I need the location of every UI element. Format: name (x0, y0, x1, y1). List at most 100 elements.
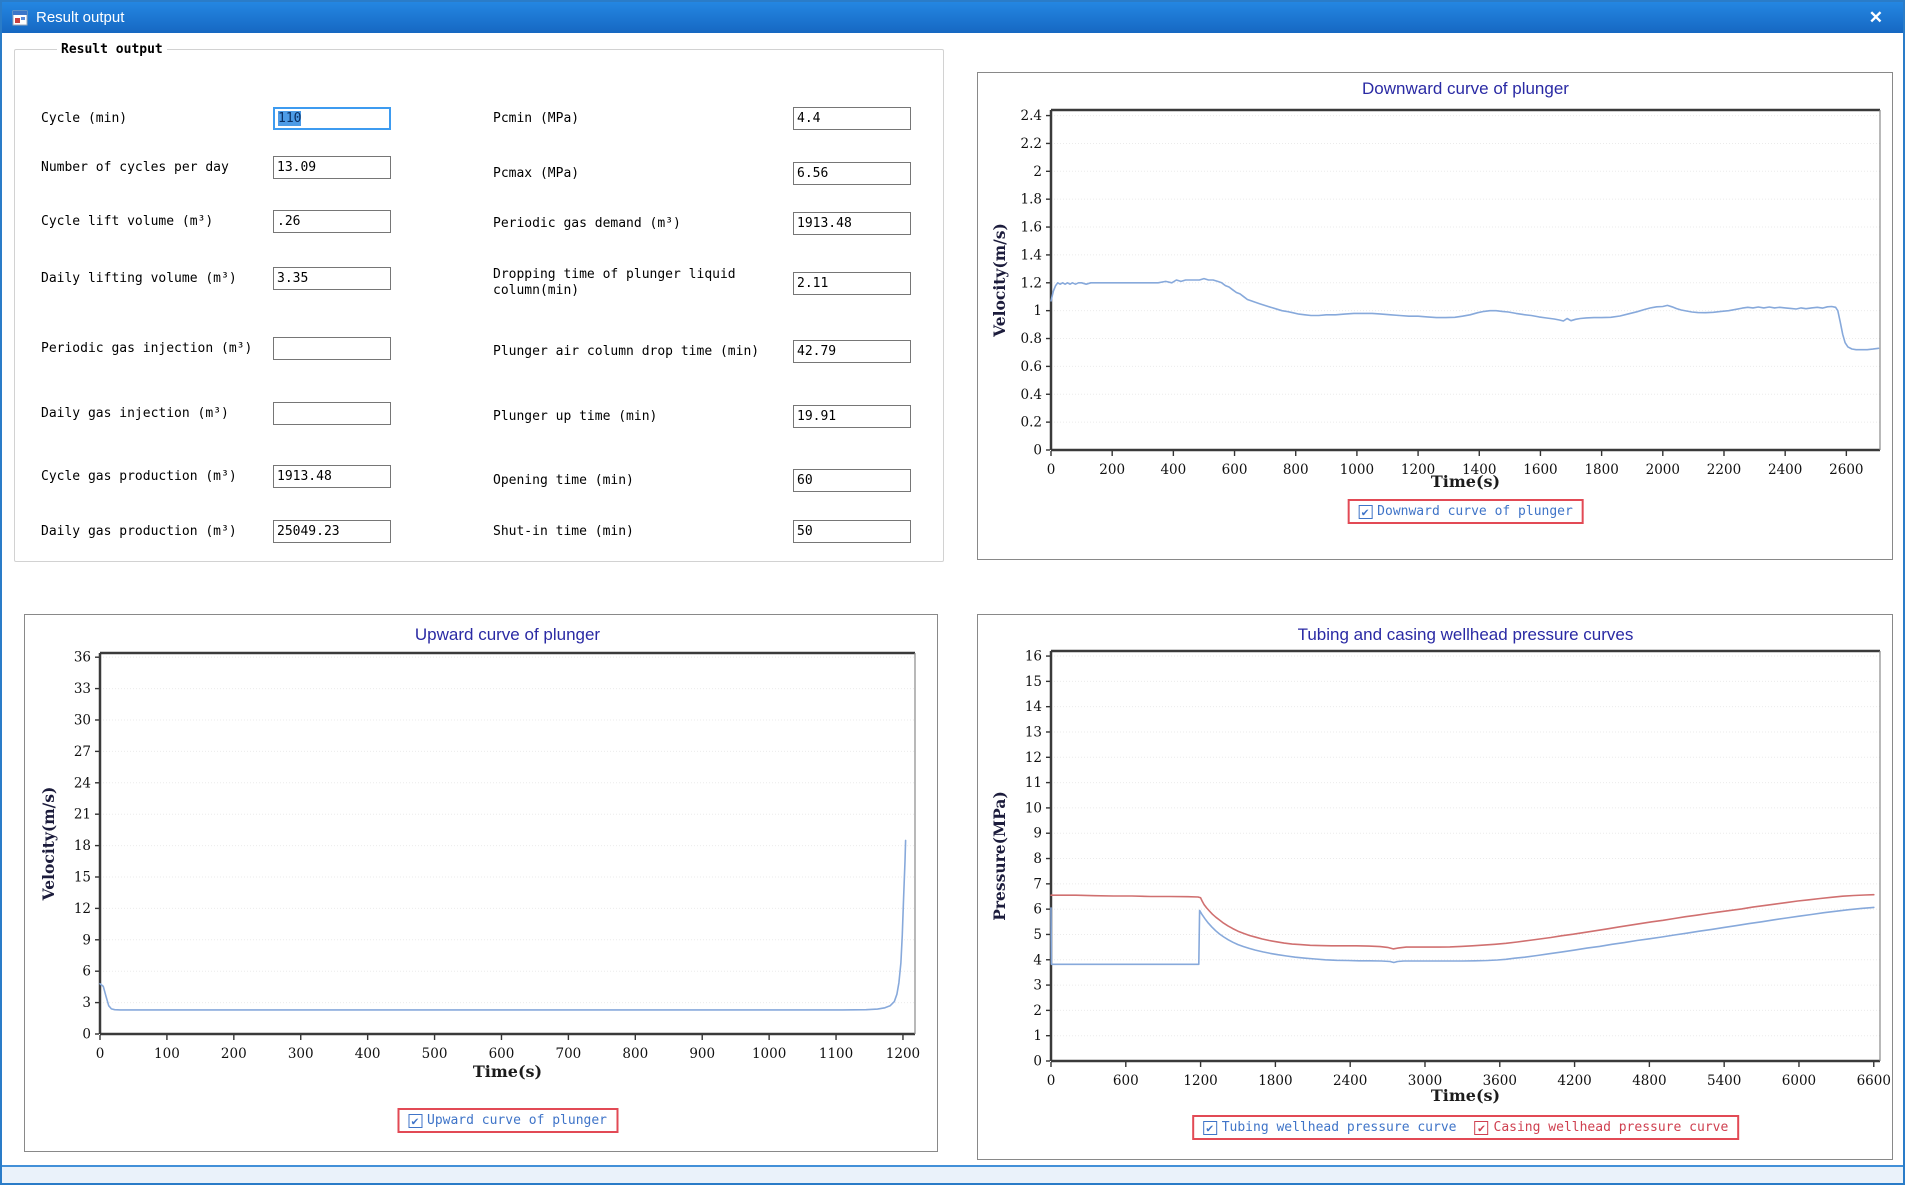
svg-text:1600: 1600 (1523, 462, 1557, 478)
svg-text:1200: 1200 (1183, 1073, 1217, 1089)
svg-text:0.2: 0.2 (1021, 415, 1042, 431)
svg-text:33: 33 (74, 681, 91, 697)
upward-curve-chart-panel: Upward curve of plunger03691215182124273… (24, 614, 938, 1152)
field-input-cycle-lift-volume-m[interactable]: .26 (273, 210, 391, 233)
field-input-periodic-gas-injection-m[interactable] (273, 337, 391, 360)
legend-label-upward-curve-of-plunger: Upward curve of plunger (427, 1113, 607, 1128)
svg-text:300: 300 (288, 1046, 314, 1062)
svg-text:1000: 1000 (1340, 462, 1374, 478)
checkbox-downward-curve-of-plunger[interactable]: ✔ (1358, 505, 1372, 519)
field-label-cycle-gas-production-m: Cycle gas production (m³) (41, 469, 276, 485)
checkbox-upward-curve-of-plunger[interactable]: ✔ (408, 1114, 422, 1128)
pressure-curves-chart-legend: ✔Tubing wellhead pressure curve ✔Casing w… (1192, 1115, 1740, 1140)
field-input-shut-in-time-min[interactable]: 50 (793, 520, 911, 543)
svg-text:Velocity(m/s): Velocity(m/s) (39, 787, 58, 902)
svg-text:1200: 1200 (886, 1046, 920, 1062)
field-label-periodic-gas-demand-m: Periodic gas demand (m³) (493, 216, 798, 232)
svg-text:18: 18 (74, 838, 91, 854)
svg-text:600: 600 (489, 1046, 515, 1062)
field-input-pcmin-mpa[interactable]: 4.4 (793, 107, 911, 130)
svg-text:21: 21 (74, 807, 91, 823)
app-icon (12, 10, 28, 26)
field-input-plunger-up-time-min[interactable]: 19.91 (793, 405, 911, 428)
field-input-daily-gas-injection-m[interactable] (273, 402, 391, 425)
field-label-cycle-min: Cycle (min) (41, 111, 276, 127)
field-input-cycle-gas-production-m[interactable]: 1913.48 (273, 465, 391, 488)
upward-curve-chart-plot: 0369121518212427303336010020030040050060… (25, 615, 939, 1153)
svg-text:0.8: 0.8 (1021, 331, 1042, 347)
result-output-groupbox: Result output Cycle (min)110Number of cy… (14, 42, 944, 562)
svg-text:9: 9 (1033, 826, 1042, 842)
field-input-pcmax-mpa[interactable]: 6.56 (793, 162, 911, 185)
close-button[interactable]: ✕ (1859, 8, 1893, 28)
svg-text:4: 4 (1033, 952, 1042, 968)
svg-text:Time(s): Time(s) (473, 1062, 542, 1081)
field-label-pcmax-mpa: Pcmax (MPa) (493, 166, 798, 182)
field-input-dropping-time-of-plunger-liquid-column-min[interactable]: 2.11 (793, 272, 911, 295)
svg-text:36: 36 (74, 650, 91, 666)
svg-text:12: 12 (74, 901, 91, 917)
svg-text:0: 0 (82, 1027, 91, 1043)
svg-text:500: 500 (422, 1046, 448, 1062)
svg-text:0: 0 (1047, 462, 1056, 478)
legend-item-casing-wellhead-pressure-curve: ✔Casing wellhead pressure curve (1475, 1120, 1729, 1135)
svg-text:15: 15 (1025, 674, 1042, 690)
legend-label-downward-curve-of-plunger: Downward curve of plunger (1377, 504, 1573, 519)
field-input-periodic-gas-demand-m[interactable]: 1913.48 (793, 212, 911, 235)
svg-text:9: 9 (82, 932, 91, 948)
svg-text:1.6: 1.6 (1021, 220, 1042, 236)
legend-item-downward-curve-of-plunger: ✔ Downward curve of plunger (1358, 504, 1573, 519)
svg-text:600: 600 (1113, 1073, 1139, 1089)
field-label-dropping-time-of-plunger-liquid-column-min: Dropping time of plunger liquid column(m… (493, 267, 798, 299)
svg-text:27: 27 (74, 744, 91, 760)
field-label-daily-lifting-volume-m: Daily lifting volume (m³) (41, 271, 276, 287)
svg-text:6: 6 (1033, 902, 1042, 918)
downward-curve-chart-plot: 00.20.40.60.811.21.41.61.822.22.40200400… (978, 73, 1894, 561)
checkbox-casing-wellhead-pressure-curve[interactable]: ✔ (1475, 1121, 1489, 1135)
field-input-daily-lifting-volume-m[interactable]: 3.35 (273, 267, 391, 290)
svg-text:1: 1 (1033, 303, 1042, 319)
svg-text:2400: 2400 (1768, 462, 1802, 478)
svg-text:1800: 1800 (1584, 462, 1618, 478)
checkbox-tubing-wellhead-pressure-curve[interactable]: ✔ (1203, 1121, 1217, 1135)
svg-text:0.4: 0.4 (1021, 387, 1042, 403)
window-titlebar[interactable]: Result output ✕ (2, 2, 1903, 33)
field-input-cycle-min[interactable]: 110 (273, 107, 391, 130)
svg-text:14: 14 (1025, 699, 1042, 715)
svg-text:700: 700 (556, 1046, 582, 1062)
svg-text:Time(s): Time(s) (1431, 1086, 1500, 1105)
field-input-opening-time-min[interactable]: 60 (793, 469, 911, 492)
field-input-daily-gas-production-m[interactable]: 25049.23 (273, 520, 391, 543)
svg-text:200: 200 (221, 1046, 247, 1062)
svg-text:0.6: 0.6 (1021, 359, 1042, 375)
svg-text:1: 1 (1033, 1028, 1042, 1044)
svg-text:2: 2 (1033, 1003, 1042, 1019)
downward-curve-chart-panel: Downward curve of plunger 0 0.2 0.4 0.6 0.8 1 1… (977, 72, 1893, 560)
field-input-number-of-cycles-per-day[interactable]: 13.09 (273, 156, 391, 179)
svg-text:6000: 6000 (1782, 1073, 1816, 1089)
svg-text:800: 800 (1283, 462, 1309, 478)
svg-text:6: 6 (82, 964, 91, 980)
svg-text:1100: 1100 (819, 1046, 853, 1062)
selected-text: 110 (278, 111, 301, 126)
svg-text:1.2: 1.2 (1021, 275, 1042, 291)
svg-text:8: 8 (1033, 851, 1042, 867)
svg-text:1.8: 1.8 (1021, 192, 1042, 208)
svg-text:0: 0 (1033, 1054, 1042, 1070)
svg-text:2000: 2000 (1646, 462, 1680, 478)
svg-text:2400: 2400 (1333, 1073, 1367, 1089)
svg-text:Velocity(m/s): Velocity(m/s) (990, 223, 1009, 338)
svg-text:2600: 2600 (1829, 462, 1863, 478)
svg-text:100: 100 (154, 1046, 180, 1062)
field-input-plunger-air-column-drop-time-min[interactable]: 42.79 (793, 340, 911, 363)
svg-text:4200: 4200 (1557, 1073, 1591, 1089)
field-label-daily-gas-injection-m: Daily gas injection (m³) (41, 406, 276, 422)
svg-text:2200: 2200 (1707, 462, 1741, 478)
legend-item-tubing-wellhead-pressure-curve: ✔Tubing wellhead pressure curve (1203, 1120, 1457, 1135)
pressure-curves-chart-panel: Tubing and casing wellhead pressure curv… (977, 614, 1893, 1160)
pressure-curves-chart-plot: 0123456789101112131415160600120018002400… (978, 615, 1894, 1161)
svg-text:200: 200 (1099, 462, 1125, 478)
svg-text:900: 900 (689, 1046, 715, 1062)
field-label-pcmin-mpa: Pcmin (MPa) (493, 111, 798, 127)
field-label-number-of-cycles-per-day: Number of cycles per day (41, 160, 276, 176)
